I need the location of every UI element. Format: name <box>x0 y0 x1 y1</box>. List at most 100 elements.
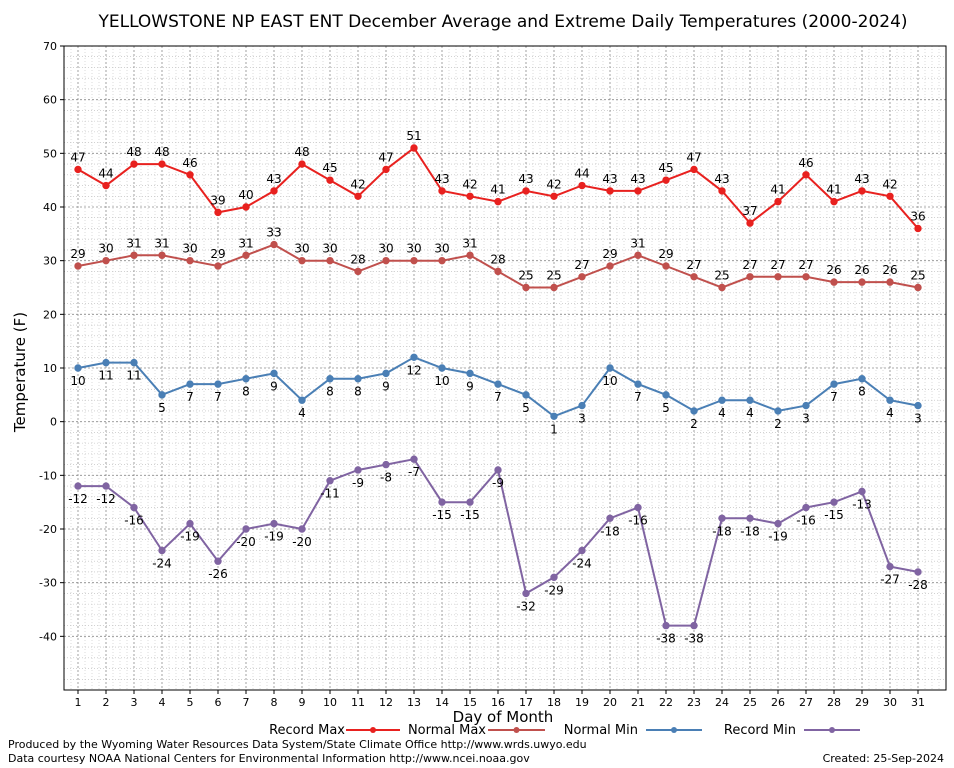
normal-min-point <box>102 358 110 367</box>
normal-min-point <box>298 396 306 404</box>
record-min-point <box>886 562 894 571</box>
normal-max-data-label: 27 <box>686 258 701 272</box>
x-tick-label: 5 <box>187 696 194 709</box>
record-min-data-label: -8 <box>380 471 392 485</box>
y-tick-label: 60 <box>43 94 57 107</box>
normal-min-data-label: 8 <box>242 385 250 399</box>
normal-max-data-label: 25 <box>714 269 729 283</box>
record-min-data-label: -16 <box>796 514 816 528</box>
record-min-point <box>746 514 754 522</box>
normal-min-data-label: 2 <box>690 417 698 431</box>
record-max-point <box>382 165 390 174</box>
normal-max-point <box>410 256 418 265</box>
normal-max-point <box>466 251 474 260</box>
record-max-data-label: 48 <box>294 145 309 159</box>
record-min-data-label: -26 <box>208 567 228 581</box>
normal-min-point <box>886 396 894 404</box>
record-max-point <box>494 197 502 206</box>
x-tick-label: 17 <box>519 696 533 709</box>
normal-max-point <box>662 262 670 270</box>
footer-data-source: Data courtesy NOAA National Centers for … <box>8 752 530 765</box>
record-max-point <box>858 187 866 195</box>
record-max-point <box>746 219 754 227</box>
x-tick-label: 13 <box>407 696 421 709</box>
record-max-data-label: 46 <box>798 156 813 170</box>
x-tick-label: 12 <box>379 696 393 709</box>
normal-max-point <box>522 283 530 292</box>
normal-min-data-label: 11 <box>126 369 141 383</box>
x-tick-label: 10 <box>323 696 337 709</box>
record-max-data-label: 41 <box>770 183 785 197</box>
x-tick-label: 24 <box>715 696 729 709</box>
record-min-data-label: -12 <box>96 492 116 506</box>
x-tick-label: 2 <box>103 696 110 709</box>
record-max-data-label: 41 <box>490 183 505 197</box>
normal-max-data-label: 29 <box>602 247 617 261</box>
record-max-data-label: 42 <box>546 177 561 191</box>
normal-min-point <box>662 391 670 399</box>
normal-min-point <box>522 391 530 399</box>
record-min-data-label: -38 <box>684 632 704 646</box>
normal-max-data-label: 30 <box>182 242 197 256</box>
record-min-point <box>298 525 306 533</box>
record-min-point <box>74 482 82 490</box>
record-min-data-label: -20 <box>292 535 312 549</box>
record-min-point <box>326 477 334 485</box>
record-min-point <box>718 514 726 522</box>
y-tick-label: -20 <box>39 523 57 536</box>
normal-min-point <box>466 369 474 378</box>
normal-min-point <box>130 358 138 367</box>
normal-min-point <box>410 353 418 361</box>
normal-max-point <box>130 251 138 260</box>
normal-max-data-label: 30 <box>98 242 113 256</box>
record-max-data-label: 36 <box>910 209 925 223</box>
normal-max-point <box>158 251 166 260</box>
normal-max-data-label: 25 <box>518 269 533 283</box>
normal-max-point <box>690 273 698 281</box>
footer-producer: Produced by the Wyoming Water Resources … <box>8 738 587 751</box>
record-max-data-label: 37 <box>742 204 757 218</box>
normal-max-point <box>550 283 558 292</box>
normal-min-point <box>914 401 922 410</box>
normal-max-data-label: 26 <box>854 263 869 277</box>
y-tick-label: 40 <box>43 201 57 214</box>
normal-min-data-label: 4 <box>298 406 306 420</box>
record-max-point <box>466 192 474 200</box>
record-max-data-label: 48 <box>126 145 141 159</box>
record-max-point <box>354 192 362 200</box>
normal-min-point <box>550 412 558 420</box>
record-min-data-label: -16 <box>628 514 648 528</box>
normal-min-point <box>802 401 810 410</box>
x-tick-label: 8 <box>271 696 278 709</box>
record-max-data-label: 45 <box>322 161 337 175</box>
record-min-point <box>914 568 922 576</box>
record-min-point <box>158 546 166 555</box>
normal-max-data-label: 27 <box>798 258 813 272</box>
x-tick-label: 21 <box>631 696 645 709</box>
normal-min-point <box>354 375 362 383</box>
normal-min-point <box>606 364 614 372</box>
record-max-data-label: 43 <box>434 172 449 186</box>
record-min-data-label: -16 <box>124 514 144 528</box>
normal-max-point <box>746 273 754 281</box>
normal-max-point <box>186 256 194 265</box>
record-min-point <box>606 514 614 522</box>
record-min-data-label: -38 <box>656 632 676 646</box>
normal-min-data-label: 7 <box>494 390 502 404</box>
normal-max-data-label: 30 <box>406 242 421 256</box>
normal-min-point <box>634 380 642 388</box>
normal-max-data-label: 31 <box>630 236 645 250</box>
record-max-data-label: 42 <box>882 177 897 191</box>
record-max-point <box>914 224 922 233</box>
normal-max-point <box>326 256 334 265</box>
normal-min-point <box>578 401 586 410</box>
record-max-data-label: 48 <box>154 145 169 159</box>
chart-title: YELLOWSTONE NP EAST ENT December Average… <box>97 12 907 32</box>
record-max-data-label: 39 <box>210 193 225 207</box>
record-max-point <box>326 176 334 184</box>
record-max-point <box>410 144 418 152</box>
plot-series <box>74 144 922 630</box>
record-max-data-label: 43 <box>854 172 869 186</box>
normal-max-data-label: 31 <box>154 236 169 250</box>
y-tick-label: 0 <box>50 416 57 429</box>
